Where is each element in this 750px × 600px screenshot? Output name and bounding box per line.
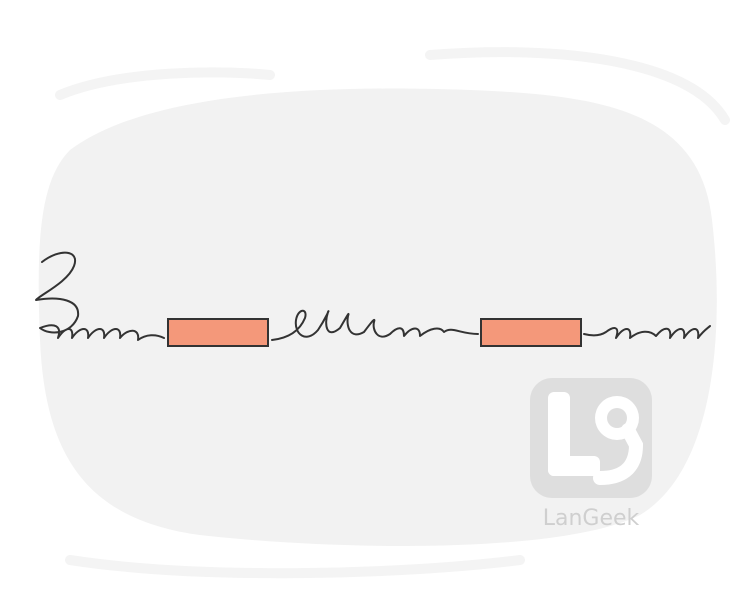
blank-box xyxy=(167,318,269,347)
blank-box xyxy=(480,318,582,347)
scribble-left xyxy=(35,251,165,341)
scribble-middle xyxy=(271,309,479,341)
watermark-text: LanGeek xyxy=(543,506,640,531)
background-stroke xyxy=(55,47,730,579)
scribble-right xyxy=(583,325,711,339)
logo xyxy=(530,378,652,498)
